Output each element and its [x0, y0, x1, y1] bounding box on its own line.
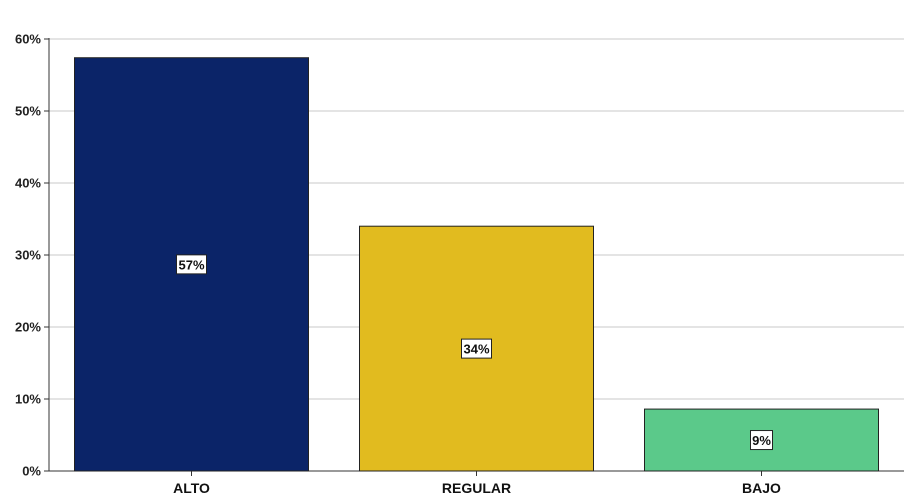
x-axis-labels: ALTO REGULAR BAJO [173, 471, 781, 496]
y-tick-label: 30% [15, 248, 41, 263]
y-tick-label: 40% [15, 176, 41, 191]
data-label-bajo: 9% [752, 433, 771, 448]
x-tick-label-bajo: BAJO [742, 480, 781, 496]
y-tick-label: 50% [15, 104, 41, 119]
x-tick-label-regular: REGULAR [442, 480, 511, 496]
data-label-box [176, 254, 207, 275]
y-tick-label: 20% [15, 320, 41, 335]
y-tick-label: 10% [15, 392, 41, 407]
y-tick-label: 0% [22, 464, 41, 479]
data-label-regular: 34% [463, 342, 489, 357]
data-label-alto: 57% [178, 257, 204, 272]
y-tick-label: 60% [15, 32, 41, 47]
data-label-box [750, 430, 773, 451]
data-label-box [461, 338, 492, 359]
x-tick-label-alto: ALTO [173, 480, 210, 496]
bars: 57% 34% 9% [74, 57, 879, 472]
